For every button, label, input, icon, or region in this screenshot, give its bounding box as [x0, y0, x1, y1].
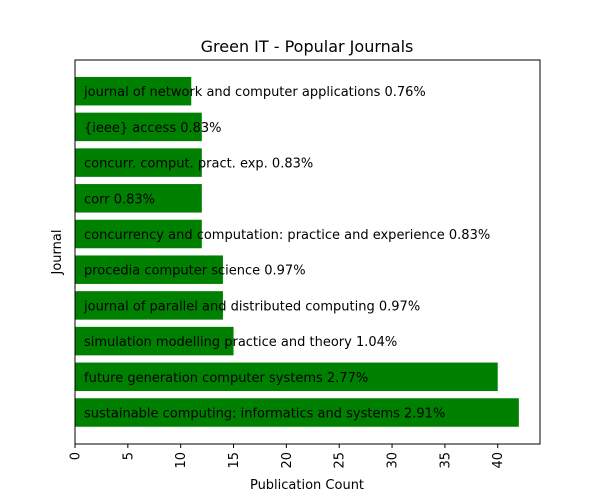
- bar: [75, 112, 202, 142]
- x-tick-label: 0: [69, 452, 84, 460]
- plot-area-frame: [74, 59, 541, 445]
- bar: [75, 398, 519, 427]
- bar-label: concurrency and computation: practice an…: [84, 228, 490, 243]
- chart-title: Green IT - Popular Journals: [201, 37, 414, 56]
- bar-labels-layer: sustainable computing: informatics and s…: [83, 85, 490, 421]
- bar-label: journal of parallel and distributed comp…: [83, 299, 420, 314]
- bar-label: journal of network and computer applicat…: [83, 85, 426, 100]
- y-axis-label: Journal: [50, 230, 65, 276]
- x-tick-label: 20: [280, 452, 295, 469]
- x-tick-label: 25: [333, 452, 348, 469]
- x-tick-label: 30: [386, 452, 401, 469]
- x-tick-label: 5: [121, 452, 136, 460]
- x-tick-label: 40: [491, 452, 506, 469]
- x-tick-label: 10: [174, 452, 189, 469]
- bar: [75, 326, 234, 356]
- bar: [75, 219, 202, 249]
- bar-label: {ieee} access 0.83%: [84, 121, 222, 136]
- bar-label: simulation modelling practice and theory…: [84, 335, 397, 350]
- bar: [75, 148, 202, 177]
- bar: [75, 255, 223, 284]
- x-axis-ticks: 0 5 10 15 20 25 30 35 40: [69, 444, 506, 469]
- bar-label: future generation computer systems 2.77%: [84, 371, 368, 386]
- bar: [75, 291, 223, 320]
- bar: [75, 76, 192, 106]
- bar-label: sustainable computing: informatics and s…: [84, 407, 445, 422]
- bar: [75, 184, 202, 213]
- bars-layer: [75, 76, 519, 427]
- bar-label: procedia computer science 0.97%: [84, 264, 306, 279]
- x-tick-label: 15: [227, 452, 242, 469]
- x-axis-label: Publication Count: [250, 478, 364, 493]
- bar-label: concurr. comput. pract. exp. 0.83%: [84, 157, 313, 172]
- x-tick-label: 35: [438, 452, 453, 469]
- bar: [75, 362, 498, 392]
- bar-label: corr 0.83%: [84, 192, 155, 207]
